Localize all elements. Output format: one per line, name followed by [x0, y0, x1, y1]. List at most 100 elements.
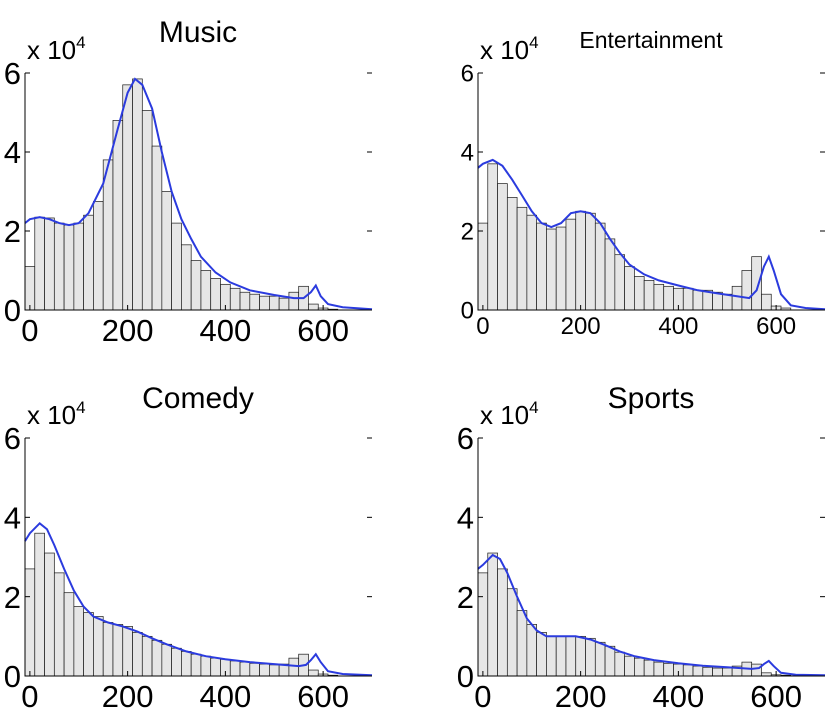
histogram-bar [477, 572, 489, 677]
histogram-bar [604, 645, 616, 677]
histogram-bar [161, 643, 172, 677]
histogram-bar [132, 632, 143, 677]
histogram-bar [731, 285, 743, 311]
histogram-bar [210, 657, 221, 677]
histogram-bar [585, 212, 596, 311]
histogram-bar [487, 163, 498, 311]
y-tick-label: 0 [4, 293, 21, 328]
y-scale-exponent: 4 [529, 33, 538, 52]
histogram-bar [288, 657, 300, 677]
histogram-bar [83, 612, 94, 677]
histogram-bar [722, 667, 733, 677]
x-tick-label: 200 [555, 679, 607, 714]
histogram-bar [171, 222, 182, 311]
histogram-bar [663, 285, 674, 311]
histogram-bar [624, 655, 635, 677]
histogram-bar [24, 266, 36, 311]
histogram-bar [249, 662, 260, 677]
y-scale-base: x 10 [480, 400, 529, 430]
x-tick-label: 0 [474, 679, 491, 714]
histogram-bar [702, 666, 713, 677]
histogram-bar [141, 110, 153, 311]
histogram-bar [93, 616, 104, 677]
histogram-bar [634, 657, 645, 677]
histogram-bar [83, 214, 94, 311]
histogram-bar [634, 276, 645, 311]
y-scale-exponent: 4 [529, 398, 538, 417]
histogram-bar [308, 669, 319, 677]
histogram-bar [594, 641, 606, 677]
histogram-bar [526, 624, 537, 677]
x-tick-label: 0 [476, 313, 489, 340]
histogram-bar [190, 653, 202, 677]
histogram-bar [308, 303, 319, 311]
histogram-bar [200, 655, 212, 677]
histogram-bar [34, 216, 45, 311]
y-tick-label: 6 [457, 421, 474, 456]
density-curve [24, 77, 373, 311]
y-tick-label: 4 [4, 135, 21, 170]
histogram-bar [594, 222, 606, 311]
histogram-bar [682, 664, 694, 677]
histogram-bar [575, 210, 586, 311]
histogram-bar [506, 588, 518, 677]
histogram-bar [516, 206, 528, 311]
histogram-bar [239, 661, 251, 677]
histogram-bar [269, 664, 280, 677]
histogram-bar [477, 222, 489, 311]
histogram-bar [44, 552, 55, 677]
histogram-bar [565, 218, 577, 311]
histogram-bar [53, 222, 65, 311]
histogram-bar [229, 660, 241, 677]
x-tick-label: 200 [102, 679, 154, 714]
histogram-bar [555, 635, 567, 677]
histogram-bar [181, 244, 192, 311]
histogram-bar [624, 266, 635, 311]
y-tick-label: 4 [4, 500, 21, 535]
y-scale-base: x 10 [27, 400, 76, 430]
histogram-bar [122, 84, 133, 311]
histogram-bar [506, 197, 518, 311]
histogram-bar [34, 532, 45, 677]
histogram-bar [181, 651, 192, 677]
histogram-bar [741, 270, 753, 311]
y-scale-exponent: 4 [76, 33, 85, 52]
histogram-bar [259, 663, 270, 677]
y-tick-label: 2 [4, 580, 21, 615]
histogram-bar [151, 639, 163, 677]
histogram-bar [604, 238, 616, 311]
x-tick-label: 400 [658, 313, 698, 340]
y-tick-label: 6 [4, 56, 21, 91]
y-tick-label: 0 [461, 298, 474, 325]
y-tick-label: 0 [4, 659, 21, 694]
histogram-bar [210, 278, 221, 311]
histogram-bar [53, 572, 65, 677]
histogram-bar [269, 295, 280, 311]
y-scale-base: x 10 [480, 35, 529, 65]
histogram-bar [692, 665, 704, 677]
chart-title: Entertainment [579, 27, 723, 53]
histogram-bar [487, 552, 498, 677]
histogram-bar [200, 270, 212, 311]
histogram-bar [171, 647, 182, 677]
x-tick-label: 400 [653, 679, 705, 714]
y-scale-label: x 104 [27, 398, 86, 430]
density-curve [477, 158, 826, 311]
histogram-bar [526, 214, 537, 311]
histogram-bar [229, 287, 241, 311]
histogram-bar [93, 201, 104, 311]
chart-title: Sports [608, 382, 695, 415]
histogram-bar [190, 260, 202, 311]
x-tick-label: 200 [561, 313, 601, 340]
histogram-bar [712, 667, 723, 677]
x-tick-label: 400 [200, 679, 252, 714]
x-tick-label: 0 [21, 313, 38, 348]
histogram-bar [102, 622, 114, 677]
y-scale-base: x 10 [27, 35, 76, 65]
y-scale-label: x 104 [480, 398, 539, 430]
histogram-bar [614, 254, 625, 311]
x-tick-label: 600 [750, 679, 802, 714]
